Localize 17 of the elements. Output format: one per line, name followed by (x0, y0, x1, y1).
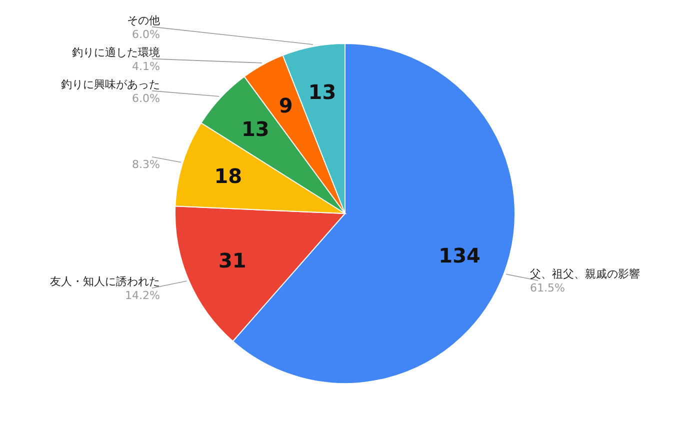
slice-label: 父、祖父、親戚の影響 (530, 267, 640, 280)
text: 14.2% (125, 289, 160, 302)
data-label: 13 (308, 80, 336, 104)
text: 61.5% (530, 281, 565, 294)
text: 6.0% (132, 28, 160, 41)
text: 8.3% (132, 158, 160, 171)
slice-label: その他 (127, 14, 160, 27)
data-label: 18 (214, 164, 242, 188)
slice-label: 友人・知人に誘われた (50, 275, 160, 288)
data-label: 9 (278, 93, 293, 118)
data-label: 13 (241, 117, 270, 142)
text: 6.0% (132, 92, 160, 105)
data-label: 31 (218, 248, 246, 273)
slice-label: 釣りに興味があった (61, 78, 160, 91)
slice-label: 釣りに適した環境 (72, 46, 160, 59)
data-label: 134 (438, 244, 480, 268)
text: 4.1% (132, 60, 160, 73)
